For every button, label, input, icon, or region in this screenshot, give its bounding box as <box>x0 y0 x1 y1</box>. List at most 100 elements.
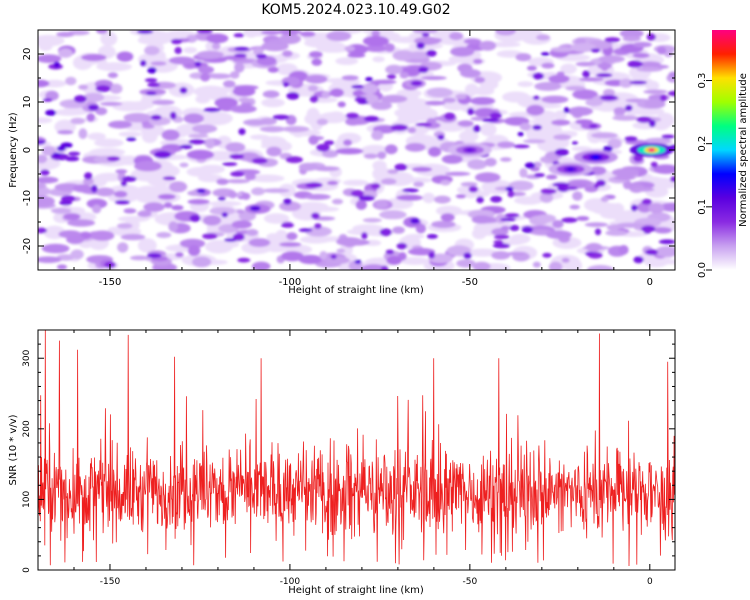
spectrogram-texture <box>282 126 310 133</box>
spectrogram-texture <box>87 132 106 141</box>
spectrogram-texture <box>479 78 499 90</box>
spectrogram-texture <box>500 157 512 162</box>
spectrogram-texture <box>163 202 173 209</box>
spectrogram-texture <box>464 83 479 96</box>
spectrogram-texture <box>517 131 524 137</box>
spectrogram-texture <box>187 245 201 257</box>
spectrogram-texture <box>57 130 74 135</box>
spectrogram-texture <box>509 224 520 232</box>
spectrogram-texture <box>363 153 378 159</box>
spectrogram-texture <box>632 41 652 48</box>
spectrogram-texture <box>482 118 500 123</box>
spectrogram-texture <box>137 238 157 253</box>
spectrogram-texture <box>96 30 108 34</box>
spectrogram-texture <box>266 146 282 157</box>
spectrogram-texture <box>442 97 456 103</box>
spectrogram-texture <box>616 222 645 228</box>
spectrogram-texture <box>139 30 174 45</box>
spectrogram-texture <box>187 199 210 205</box>
y-tick-label: 20 <box>22 48 33 61</box>
spectrogram-texture <box>515 53 532 62</box>
spectrogram-texture <box>335 57 359 65</box>
spectrogram-texture <box>305 182 323 189</box>
spectrogram-texture <box>234 46 250 51</box>
spectrogram-texture <box>412 30 438 34</box>
spectrogram-texture <box>585 251 596 257</box>
spectrogram-texture <box>488 41 521 48</box>
spectrogram-texture <box>363 115 380 122</box>
spectrogram-texture <box>96 62 132 72</box>
spectrogram-texture <box>56 31 75 38</box>
spectrogram-texture <box>186 149 215 160</box>
spectrogram-texture <box>396 194 423 201</box>
x-tick-label: 0 <box>647 277 653 288</box>
spectrogram-xlabel: Height of straight line (km) <box>288 285 424 296</box>
spectrogram-texture <box>361 264 387 270</box>
spectrogram-texture <box>428 251 436 259</box>
spectrogram-texture <box>248 238 271 248</box>
spectrogram-texture <box>281 222 294 228</box>
spectrogram-texture <box>225 179 250 184</box>
snr-panel: -150 -100 -50 0 0 100 200 300 Height of straig… <box>8 329 676 596</box>
spectrogram-texture <box>490 195 502 203</box>
spectrogram-texture <box>107 156 121 162</box>
spectrogram-texture <box>316 118 329 126</box>
spectrogram-texture <box>375 200 389 209</box>
spectrogram-texture <box>41 243 70 254</box>
spectrogram-texture <box>510 30 543 41</box>
spectrogram-texture <box>38 176 59 184</box>
spectrogram-texture <box>622 36 642 42</box>
spectrogram-texture <box>261 30 282 35</box>
spectrogram-texture <box>372 56 385 63</box>
spectrogram-texture <box>203 107 221 113</box>
spectrogram-texture <box>584 198 609 212</box>
spectrogram-texture <box>135 189 163 204</box>
spectrogram-texture <box>194 61 202 67</box>
spectrogram-feature-core <box>592 155 600 160</box>
spectrogram-texture <box>653 164 675 174</box>
spectrogram-texture <box>619 78 633 88</box>
spectrogram-texture <box>114 190 128 198</box>
spectrogram-texture <box>116 51 134 62</box>
spectrogram-texture <box>522 139 546 144</box>
spectrogram-texture <box>311 212 320 220</box>
spectrogram-texture <box>107 72 118 79</box>
spectrogram-texture <box>282 50 293 57</box>
spectrogram-texture <box>170 38 183 45</box>
spectrogram-texture <box>251 187 265 196</box>
spectrogram-texture <box>637 201 653 213</box>
spectrogram-texture <box>582 70 591 78</box>
spectrogram-texture <box>225 142 246 153</box>
spectrogram-texture <box>197 174 223 183</box>
spectrogram-texture <box>540 188 557 195</box>
spectrogram-texture <box>99 101 123 106</box>
spectrogram-texture <box>377 151 387 160</box>
spectrogram-texture <box>650 161 658 168</box>
spectrogram-texture <box>249 205 261 212</box>
spectrogram-texture <box>557 184 570 192</box>
spectrogram-texture <box>335 148 364 155</box>
spectrogram-texture <box>196 188 206 194</box>
spectrogram-texture <box>251 157 268 164</box>
spectrogram-texture <box>51 207 72 214</box>
spectrogram-texture <box>189 214 201 222</box>
spectrogram-texture <box>421 33 430 37</box>
spectrogram-texture <box>645 249 658 256</box>
spectrogram-texture <box>191 256 212 268</box>
spectrogram-texture <box>644 99 666 109</box>
spectrogram-texture <box>116 223 133 229</box>
spectrogram-texture <box>385 64 403 75</box>
spectrogram-texture <box>200 73 211 82</box>
spectrogram-texture <box>480 122 497 137</box>
spectrogram-texture <box>326 30 352 42</box>
spectrogram-texture <box>38 256 62 263</box>
spectrogram-texture <box>171 205 184 211</box>
spectrogram-texture <box>311 58 323 66</box>
spectrogram-texture <box>396 242 408 250</box>
spectrogram-texture <box>234 62 245 73</box>
spectrogram-texture <box>560 63 577 75</box>
spectrogram-texture <box>209 207 236 216</box>
spectrogram-texture <box>196 30 213 34</box>
spectrogram-texture <box>402 188 419 193</box>
